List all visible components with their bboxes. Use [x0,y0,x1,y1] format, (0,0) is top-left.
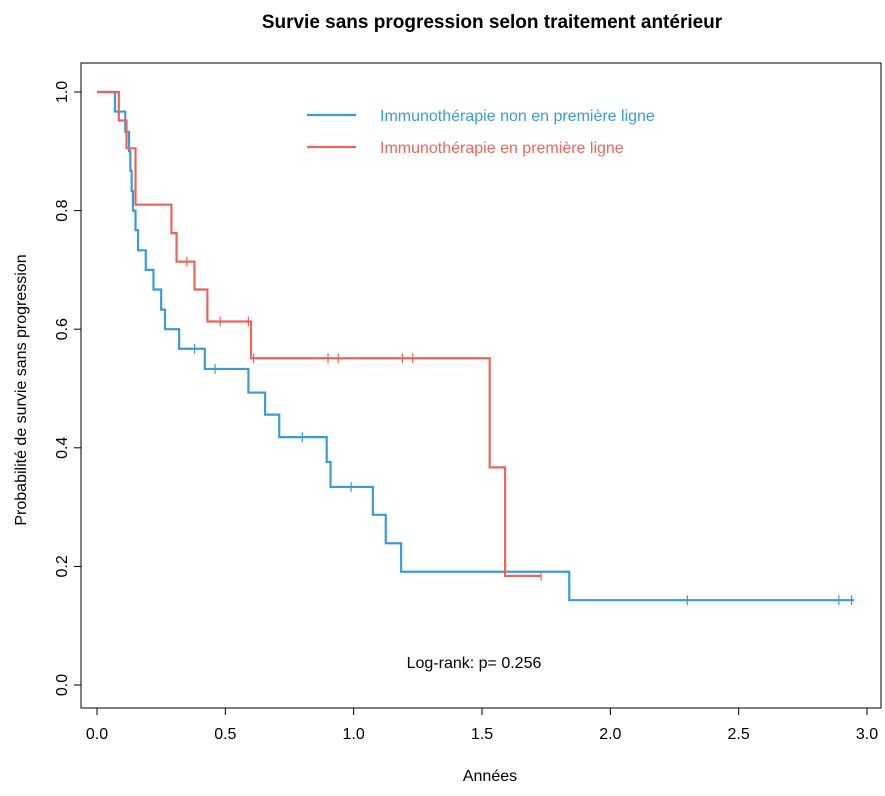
series-0-curve [97,90,855,602]
x-axis: 0.0 0.5 1.0 1.5 2.0 2.5 3.0 [86,707,878,743]
plot-frame [80,62,882,709]
x-tick-label: 0.0 [86,726,108,743]
y-tick-label: 0.0 [54,674,71,696]
y-tick-label: 0.4 [54,437,71,459]
x-tick-label: 2.5 [728,726,750,743]
y-tick-label: 1.0 [54,81,71,103]
series-1-curve [97,90,542,577]
y-tick-label: 0.8 [54,199,71,221]
chart-title: Survie sans progression selon traitement… [262,12,723,33]
y-tick-label: 0.6 [54,318,71,340]
x-axis-label: Années [463,768,517,785]
x-tick-label: 1.5 [471,726,493,743]
y-tick-label: 0.2 [54,555,71,577]
x-tick-label: 0.5 [214,726,236,743]
legend-label-1: Immunothérapie en première ligne [380,140,624,157]
x-tick-label: 1.0 [343,726,365,743]
x-tick-label: 3.0 [856,726,878,743]
y-axis-label: Probabilité de survie sans progression [13,254,30,525]
y-axis: 0.0 0.2 0.4 0.6 0.8 1.0 [54,81,82,696]
legend-label-0: Immunothérapie non en première ligne [380,108,655,125]
logrank-annotation: Log-rank: p= 0.256 [407,655,542,672]
x-tick-label: 2.0 [599,726,621,743]
series-layer [97,90,855,606]
legend: Immunothérapie non en première ligne Immu… [307,108,655,157]
